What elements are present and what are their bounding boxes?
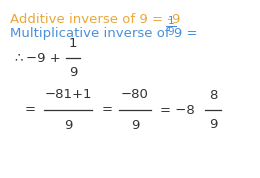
Text: = −8: = −8 xyxy=(160,103,195,116)
Text: 9: 9 xyxy=(69,66,77,79)
Text: ∴: ∴ xyxy=(14,51,22,64)
Text: 9: 9 xyxy=(131,119,139,132)
Text: 8: 8 xyxy=(209,89,217,102)
Text: =: = xyxy=(102,103,113,116)
Text: −80: −80 xyxy=(121,88,149,101)
Text: 9: 9 xyxy=(64,119,72,132)
Text: 1: 1 xyxy=(168,16,174,26)
Text: 9: 9 xyxy=(168,27,174,37)
Text: =: = xyxy=(25,103,36,116)
Text: −9 +: −9 + xyxy=(26,51,61,64)
Text: 1: 1 xyxy=(69,37,77,50)
Text: 9: 9 xyxy=(209,118,217,131)
Text: Multiplicative inverse of 9 =: Multiplicative inverse of 9 = xyxy=(10,27,202,40)
Text: −81+1: −81+1 xyxy=(44,88,92,101)
Text: Additive inverse of 9 = -9: Additive inverse of 9 = -9 xyxy=(10,13,180,26)
